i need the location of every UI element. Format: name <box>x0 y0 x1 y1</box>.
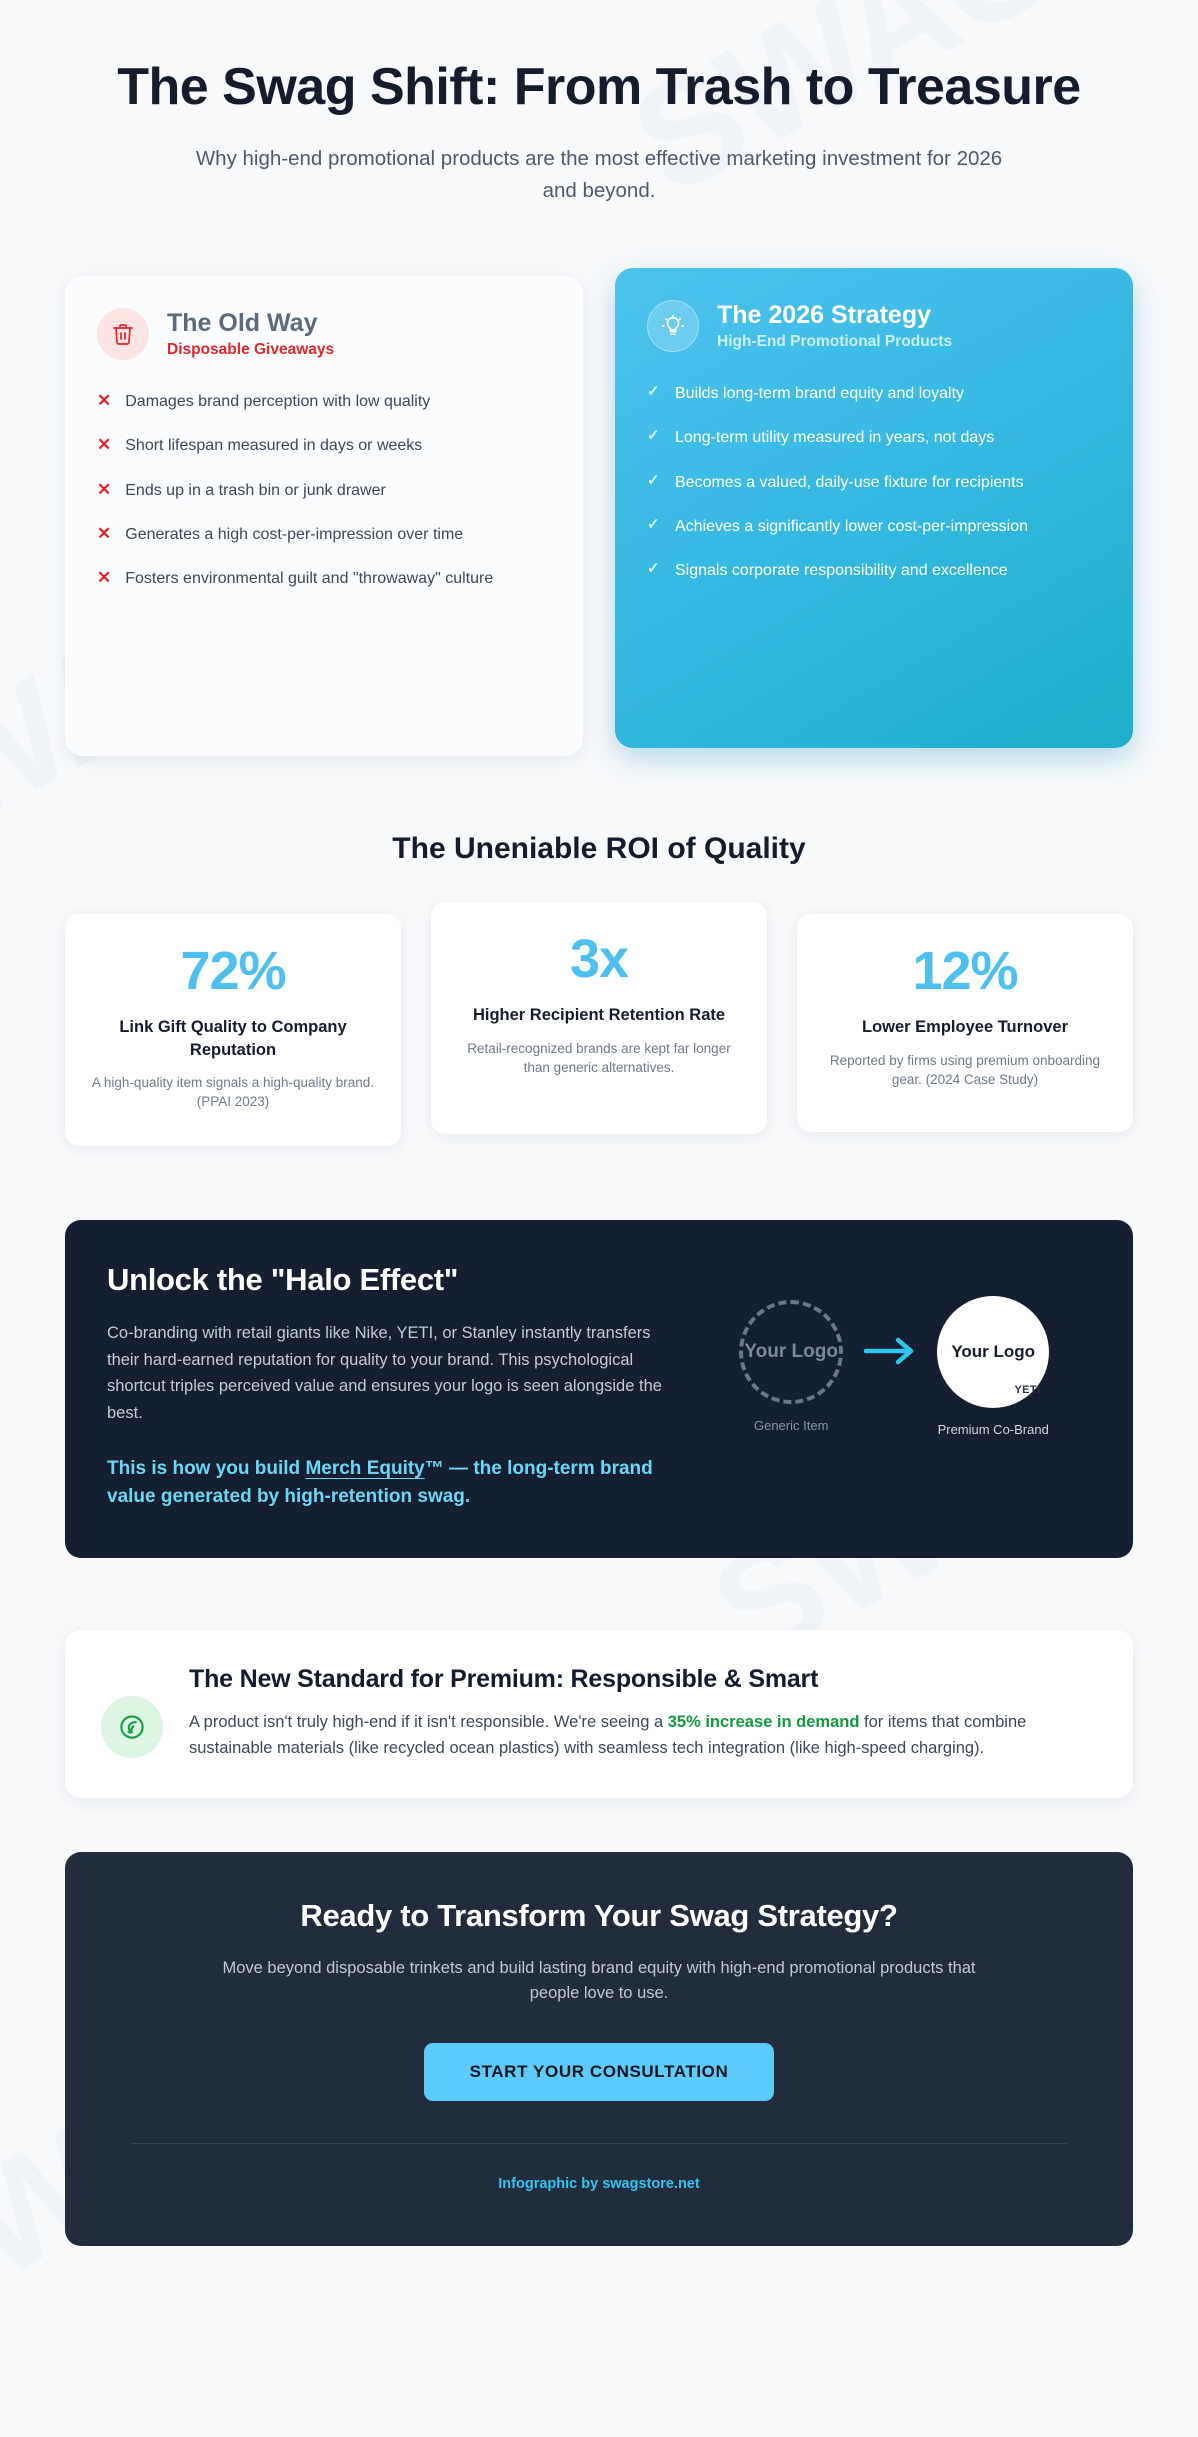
brand-name-label: YETI <box>1014 1383 1041 1396</box>
leaf-circle-icon <box>101 1695 163 1758</box>
cta-section: Ready to Transform Your Swag Strategy? M… <box>65 1851 1133 2246</box>
list-item-label: Builds long-term brand equity and loyalt… <box>675 385 965 403</box>
stat-value: 3x <box>569 929 629 990</box>
list-item: ✓ Achieves a significantly lower cost-pe… <box>647 515 1101 538</box>
cross-icon: ✕ <box>97 391 112 411</box>
page-subtitle: Why high-end promotional products are th… <box>195 146 1003 202</box>
list-item-label: Generates a high cost-per-impression ove… <box>125 525 464 543</box>
cross-icon: ✕ <box>97 435 112 455</box>
list-item-label: Achieves a significantly lower cost-per-… <box>675 517 1029 535</box>
halo-accent-post: ™ — the long-term brand value generated … <box>107 1457 653 1508</box>
stat-card: 12% Lower Employee Turnover Reported by … <box>797 914 1133 1133</box>
cross-icon: ✕ <box>97 523 112 543</box>
new-strategy-subtitle: High-End Promotional Products <box>717 333 953 351</box>
stat-label: Higher Recipient Retention Rate <box>472 1006 726 1025</box>
list-item-label: Ends up in a trash bin or junk drawer <box>125 481 386 499</box>
old-way-header: The Old Way Disposable Giveaways <box>97 308 551 361</box>
merch-equity-link[interactable]: Merch Equity <box>305 1457 425 1479</box>
stat-value: 12% <box>912 941 1018 1002</box>
old-way-list: ✕ Damages brand perception with low qual… <box>97 390 551 590</box>
list-item-label: Fosters environmental guilt and "throwaw… <box>125 570 494 588</box>
halo-accent-pre: This is how you build <box>107 1457 306 1479</box>
new-strategy-list: ✓ Builds long-term brand equity and loya… <box>647 382 1101 582</box>
generic-logo-placeholder: Your Logo <box>739 1299 844 1404</box>
generic-item-caption: Generic Item <box>753 1417 829 1433</box>
sustainability-title: The New Standard for Premium: Responsibl… <box>189 1664 819 1693</box>
premium-cobrand-column: Your Logo YETI Premium Co-Brand <box>937 1295 1050 1437</box>
list-item-label: Short lifespan measured in days or weeks <box>125 437 423 455</box>
sustainability-body-pre: A product isn't truly high-end if it isn… <box>189 1713 668 1732</box>
cta-title: Ready to Transform Your Swag Strategy? <box>300 1897 898 1933</box>
list-item-label: Signals corporate responsibility and exc… <box>675 562 1008 580</box>
halo-effect-section: Unlock the "Halo Effect" Co-branding wit… <box>65 1219 1133 1558</box>
list-item-label: Long-term utility measured in years, not… <box>675 429 995 447</box>
cta-subtitle: Move beyond disposable trinkets and buil… <box>222 1958 976 2003</box>
stat-label: Link Gift Quality to Company Reputation <box>119 1018 347 1059</box>
cta-divider <box>131 2142 1067 2144</box>
stat-note: Retail-recognized brands are kept far lo… <box>467 1040 731 1076</box>
premium-logo-circle: Your Logo YETI <box>937 1295 1050 1408</box>
premium-logo-text: Your Logo <box>951 1341 1036 1361</box>
list-item: ✕ Fosters environmental guilt and "throw… <box>97 567 551 590</box>
old-way-title: The Old Way <box>167 309 318 338</box>
start-consultation-button[interactable]: START YOUR CONSULTATION <box>423 2042 775 2101</box>
sustainability-body-post: for items that combine sustainable mater… <box>189 1713 1027 1758</box>
new-strategy-header: The 2026 Strategy High-End Promotional P… <box>647 300 1101 353</box>
check-icon: ✓ <box>647 560 660 578</box>
cross-icon: ✕ <box>97 568 112 588</box>
old-way-titles: The Old Way Disposable Giveaways <box>167 309 334 359</box>
list-item: ✕ Ends up in a trash bin or junk drawer <box>97 479 551 502</box>
list-item: ✕ Short lifespan measured in days or wee… <box>97 434 551 457</box>
roi-stats: 72% Link Gift Quality to Company Reputat… <box>65 902 1133 1146</box>
list-item-label: Becomes a valued, daily-use fixture for … <box>675 473 1024 491</box>
list-item: ✓ Signals corporate responsibility and e… <box>647 559 1101 582</box>
list-item: ✕ Damages brand perception with low qual… <box>97 390 551 413</box>
cross-icon: ✕ <box>97 479 112 499</box>
new-strategy-title: The 2026 Strategy <box>717 301 931 330</box>
halo-title: Unlock the "Halo Effect" <box>107 1261 459 1297</box>
generic-item-column: Your Logo Generic Item <box>739 1299 844 1433</box>
lightbulb-icon <box>647 300 699 353</box>
check-icon: ✓ <box>647 471 660 489</box>
list-item: ✓ Builds long-term brand equity and loya… <box>647 382 1101 405</box>
list-item-label: Damages brand perception with low qualit… <box>125 393 431 411</box>
halo-body: Co-branding with retail giants like Nike… <box>107 1323 662 1423</box>
page-title: The Swag Shift: From Trash to Treasure <box>117 58 1081 116</box>
trash-icon <box>97 308 149 361</box>
halo-accent-text: This is how you build Merch Equity™ — th… <box>107 1455 667 1512</box>
infographic-page: The Swag Shift: From Trash to Treasure W… <box>65 0 1133 2292</box>
co-brand-diagram: Your Logo Generic Item Your Logo YETI Pr… <box>697 1262 1091 1437</box>
stat-label: Lower Employee Turnover <box>862 1018 1068 1037</box>
list-item: ✓ Long-term utility measured in years, n… <box>647 426 1101 449</box>
cta-footer-credit[interactable]: Infographic by swagstore.net <box>498 2175 700 2192</box>
sustainability-section: The New Standard for Premium: Responsibl… <box>65 1629 1133 1798</box>
stat-note: Reported by firms using premium onboardi… <box>829 1052 1101 1088</box>
premium-cobrand-caption: Premium Co-Brand <box>937 1421 1049 1437</box>
check-icon: ✓ <box>647 515 660 533</box>
sustainability-text: The New Standard for Premium: Responsibl… <box>189 1664 1049 1762</box>
list-item: ✕ Generates a high cost-per-impression o… <box>97 523 551 546</box>
sustainability-highlight: 35% increase in demand <box>667 1713 860 1732</box>
stat-note: A high-quality item signals a high-quali… <box>91 1074 375 1110</box>
arrow-right-icon <box>863 1336 917 1396</box>
stat-card: 3x Higher Recipient Retention Rate Retai… <box>431 902 767 1135</box>
halo-text-column: Unlock the "Halo Effect" Co-branding wit… <box>107 1262 667 1512</box>
old-way-card: The Old Way Disposable Giveaways ✕ Damag… <box>65 276 583 757</box>
page-header: The Swag Shift: From Trash to Treasure W… <box>65 0 1133 206</box>
old-way-subtitle: Disposable Giveaways <box>167 341 335 359</box>
roi-section-title: The Uneniable ROI of Quality <box>392 832 806 866</box>
check-icon: ✓ <box>647 383 660 401</box>
stat-card: 72% Link Gift Quality to Company Reputat… <box>65 914 401 1146</box>
stat-value: 72% <box>180 941 286 1002</box>
check-icon: ✓ <box>647 427 660 445</box>
comparison-section: The Old Way Disposable Giveaways ✕ Damag… <box>65 268 1133 757</box>
sustainability-body: A product isn't truly high-end if it isn… <box>189 1709 1049 1762</box>
new-strategy-titles: The 2026 Strategy High-End Promotional P… <box>717 301 952 351</box>
bottom-spacer <box>65 2246 1133 2292</box>
new-strategy-card: The 2026 Strategy High-End Promotional P… <box>615 268 1133 749</box>
list-item: ✓ Becomes a valued, daily-use fixture fo… <box>647 471 1101 494</box>
